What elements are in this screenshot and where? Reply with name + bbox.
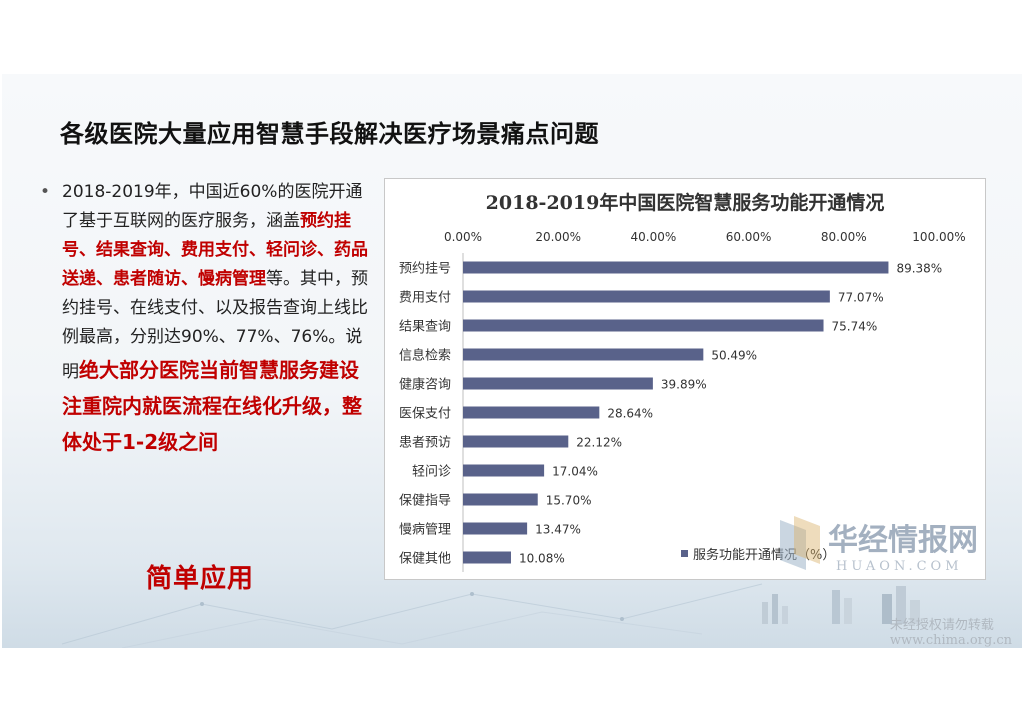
x-tick-label: 80.00%	[821, 230, 867, 244]
x-tick-label: 0.00%	[444, 230, 482, 244]
slide: 各级医院大量应用智慧手段解决医疗场景痛点问题 • 2018-2019年，中国近6…	[2, 74, 1022, 648]
category-label: 医保支付	[399, 407, 451, 422]
category-label: 结果查询	[399, 320, 451, 335]
logo-mark-icon	[780, 520, 806, 570]
bar	[463, 319, 824, 332]
bar	[463, 290, 830, 303]
bullet-dot: •	[40, 182, 51, 202]
category-label: 保健其他	[399, 552, 451, 567]
watermark-logo-cn: 华经情报网	[828, 523, 978, 558]
copyright-watermark: 未经授权请勿转载 www.chima.org.cn	[890, 614, 1012, 648]
x-axis-ticks: 0.00% 20.00% 40.00% 60.00% 80.00% 100.00%	[444, 230, 966, 244]
y-axis-categories: 预约挂号费用支付结果查询信息检索健康咨询医保支付患者预访轻问诊保健指导慢病管理保…	[399, 262, 451, 567]
watermark-logo-en: HUAON.COM	[836, 559, 963, 574]
category-label: 信息检索	[399, 348, 451, 364]
value-label: 13.47%	[535, 523, 581, 537]
chart-panel: 2018-2019年中国医院智慧服务功能开通情况 0.00% 20.00% 40.0…	[384, 178, 986, 580]
x-tick-label: 100.00%	[912, 230, 965, 244]
value-label: 75.74%	[832, 320, 878, 334]
bar	[463, 464, 545, 477]
bar	[463, 493, 538, 506]
x-tick-label: 20.00%	[535, 230, 581, 244]
bullet-highlight-conclusion: 绝大部分医院当前智慧服务建设注重院内就医流程在线化升级，整体处于1-2级之间	[62, 358, 362, 454]
decorative-network-lines	[61, 583, 920, 648]
value-label: 22.12%	[576, 436, 622, 450]
chart-title: 2018-2019年中国医院智慧服务功能开通情况	[486, 191, 885, 214]
bullet-text-part-1: 2018-2019年，中国近60%的医院开通了基于互联网的医疗服务，涵盖	[62, 182, 363, 231]
category-label: 健康咨询	[399, 377, 451, 393]
category-label: 轻问诊	[412, 465, 451, 480]
bar	[463, 348, 704, 361]
watermark-url: www.chima.org.cn	[889, 633, 1012, 648]
value-label: 39.89%	[661, 378, 707, 392]
value-label: 50.49%	[711, 349, 757, 363]
value-label: 89.38%	[896, 262, 942, 276]
watermark-notice: 未经授权请勿转载	[889, 618, 994, 633]
value-labels: 89.38% 77.07% 75.74% 50.49% 39.89% 28.64% 22.1…	[519, 262, 942, 566]
value-label: 10.08%	[519, 552, 565, 566]
x-tick-label: 40.00%	[631, 230, 677, 244]
value-label: 28.64%	[607, 407, 653, 421]
bar	[463, 522, 528, 535]
bars	[463, 261, 889, 564]
value-label: 77.07%	[838, 291, 884, 305]
logo-mark-icon-2	[794, 516, 820, 564]
bar	[463, 377, 653, 390]
category-label: 费用支付	[399, 291, 451, 306]
category-label: 预约挂号	[399, 262, 451, 277]
bar	[463, 435, 569, 448]
slide-title: 各级医院大量应用智慧手段解决医疗场景痛点问题	[60, 120, 599, 148]
category-label: 保健指导	[399, 494, 451, 509]
value-label: 17.04%	[552, 465, 598, 479]
watermark-logo: 华经情报网 HUAON.COM	[780, 516, 978, 574]
simple-application-label: 简单应用	[146, 564, 255, 594]
x-tick-label: 60.00%	[726, 230, 772, 244]
bullet-highlight-services: 预约挂号、结果查询、费用支付、轻问诊、药品送递、患者随访、慢病管理	[62, 211, 368, 289]
bullet-text: 2018-2019年，中国近60%的医院开通了基于互联网的医疗服务，涵盖预约挂号…	[62, 178, 370, 460]
value-label: 15.70%	[546, 494, 592, 508]
category-label: 慢病管理	[399, 522, 451, 538]
bar	[463, 551, 511, 564]
bar	[463, 261, 889, 274]
legend-swatch	[681, 550, 688, 557]
bullet-paragraph: • 2018-2019年，中国近60%的医院开通了基于互联网的医疗服务，涵盖预约…	[40, 178, 370, 460]
category-label: 患者预访	[399, 436, 451, 451]
bar	[463, 406, 600, 419]
bullet-text-part-2: 等。其中，预约挂号、在线支付、以及报告查询上线比例最高，分别达90%、77%、7…	[62, 269, 368, 382]
